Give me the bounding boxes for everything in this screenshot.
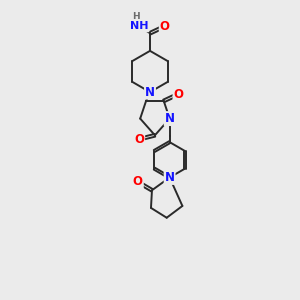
Text: N: N — [165, 112, 175, 125]
Text: O: O — [134, 133, 144, 146]
Text: O: O — [173, 88, 184, 100]
Text: N: N — [165, 171, 175, 184]
Text: N: N — [145, 85, 155, 99]
Text: H: H — [132, 12, 140, 21]
Text: O: O — [133, 176, 143, 188]
Text: O: O — [160, 20, 170, 33]
Text: NH: NH — [130, 21, 148, 31]
